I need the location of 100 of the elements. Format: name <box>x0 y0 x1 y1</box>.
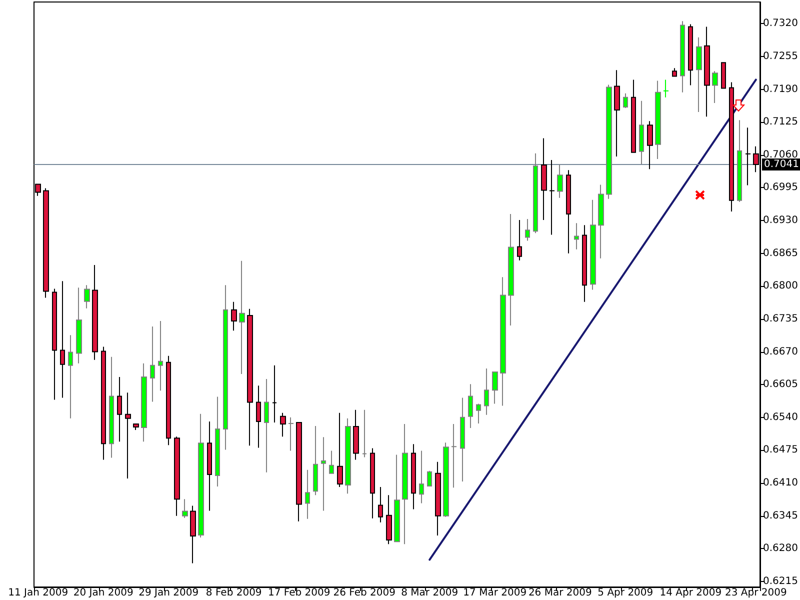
candlestick <box>460 397 465 482</box>
y-tick-label: 0.6930 <box>763 215 798 226</box>
candlestick <box>345 418 351 494</box>
candlestick <box>574 222 579 250</box>
candlestick <box>549 159 555 236</box>
candlestick <box>484 368 489 416</box>
candlestick <box>541 138 547 221</box>
candlestick <box>321 436 326 512</box>
candlestick <box>190 505 196 564</box>
candlestick <box>313 425 318 496</box>
candlestick <box>606 84 612 200</box>
candlestick <box>729 82 734 212</box>
candlestick <box>696 36 702 113</box>
candlestick <box>435 461 441 536</box>
candlestick <box>231 301 237 332</box>
y-tick-label: 0.6345 <box>763 510 798 522</box>
candlestick <box>614 70 620 157</box>
candlestick <box>280 412 286 438</box>
x-tick-label: 26 Feb 2009 <box>333 588 396 598</box>
candlestick <box>655 80 661 160</box>
ref-line-label: 0.7041 <box>764 159 799 170</box>
candlestick <box>386 494 392 545</box>
candlestick <box>451 423 457 488</box>
x-tick-label: 8 Feb 2009 <box>206 588 262 598</box>
candlestick <box>215 396 220 488</box>
candlestick <box>402 423 408 545</box>
candlestick <box>704 26 710 118</box>
x-tick-label: 20 Jan 2009 <box>73 588 134 598</box>
y-tick-label: 0.6280 <box>763 543 798 554</box>
candlestick <box>150 326 155 402</box>
candlestick <box>272 364 277 423</box>
candlestick <box>296 421 302 522</box>
y-tick-label: 0.6670 <box>763 346 798 358</box>
candlestick <box>378 486 383 523</box>
candlestick <box>631 79 636 153</box>
candlestick <box>68 334 73 419</box>
candlestick <box>337 412 343 488</box>
candlestick <box>76 287 82 364</box>
x-tick-label: 17 Mar 2009 <box>463 588 527 598</box>
candlestick <box>623 92 628 108</box>
candlestick <box>508 213 514 326</box>
candlestick <box>745 127 751 186</box>
candlestick <box>174 436 180 516</box>
candlestick <box>43 188 49 298</box>
x-tick-label: 14 Apr 2009 <box>660 588 722 598</box>
candlestick <box>305 469 310 520</box>
candlestick <box>557 164 563 198</box>
candlestick <box>362 409 367 458</box>
candlestick <box>125 392 131 479</box>
candlestick <box>500 276 506 406</box>
candlestick <box>52 288 57 400</box>
candlestick <box>109 356 114 458</box>
candlestick <box>84 284 90 309</box>
y-tick-label: 0.6995 <box>763 182 798 194</box>
candlestick <box>411 444 416 510</box>
x-tick-label: 11 Jan 2009 <box>8 588 68 598</box>
candlestick <box>133 423 139 431</box>
candlestick <box>198 413 204 538</box>
y-tick-label: 0.6800 <box>763 280 798 292</box>
candlestick <box>419 450 424 504</box>
candlestick <box>394 454 400 542</box>
candlestick <box>590 199 596 290</box>
candlestick <box>117 376 122 442</box>
candlestick <box>264 378 269 473</box>
y-tick-label: 0.7125 <box>763 116 798 128</box>
y-tick-label: 0.6215 <box>763 576 798 587</box>
candlestick <box>663 79 669 98</box>
candlestick <box>680 20 685 93</box>
candlestick <box>533 152 538 234</box>
candlestick <box>598 184 604 259</box>
candlestick <box>223 284 228 450</box>
y-tick-label: 0.7320 <box>763 18 798 30</box>
candlestick <box>647 120 653 170</box>
candlestick <box>329 450 334 474</box>
y-tick-label: 0.6865 <box>763 248 798 259</box>
y-tick-label: 0.6410 <box>763 478 798 489</box>
x-tick-label: 26 Mar 2009 <box>528 588 592 598</box>
candlestick <box>101 346 106 460</box>
y-tick-label: 0.6540 <box>763 412 798 423</box>
candlestick <box>288 416 294 452</box>
candlestick <box>468 384 473 429</box>
candlestick <box>256 385 261 448</box>
y-tick-label: 0.7060 <box>763 149 798 160</box>
candlestick <box>639 100 644 165</box>
x-tick-label: 5 Apr 2009 <box>598 588 654 598</box>
y-tick-label: 0.7255 <box>763 51 798 62</box>
candlestick <box>158 320 163 392</box>
candlestick <box>182 498 188 518</box>
x-tick-label: 8 Mar 2009 <box>401 588 458 598</box>
candlestick <box>239 260 245 374</box>
x-tick-label: 23 Apr 2009 <box>725 588 787 598</box>
candlestick <box>672 68 677 77</box>
candlestick <box>207 420 212 512</box>
candlestick <box>721 62 726 89</box>
candlestick <box>566 170 571 254</box>
candlestick <box>492 371 498 404</box>
candlestick <box>353 409 359 460</box>
candlestick <box>92 264 98 360</box>
y-tick-label: 0.6475 <box>763 444 798 456</box>
candlestick <box>517 220 522 261</box>
